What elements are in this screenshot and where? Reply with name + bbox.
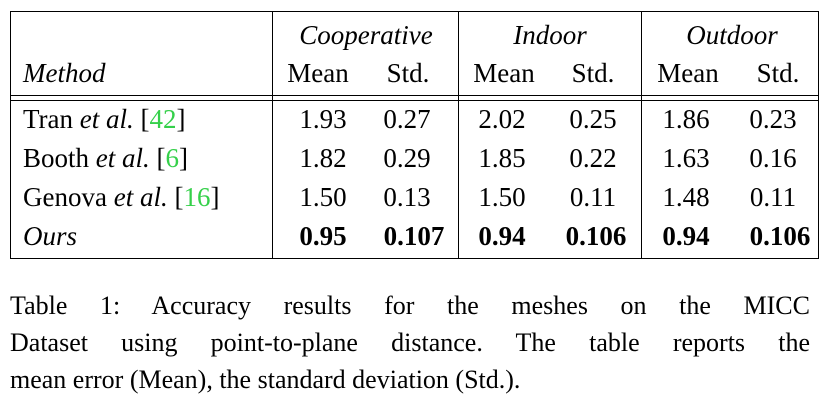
value-cell-best: 0.94 <box>478 221 526 251</box>
citation-number[interactable]: 6 <box>165 143 180 173</box>
value-cell: 1.63 <box>662 143 710 173</box>
value-cell: 0.27 <box>383 104 431 134</box>
col-separator-2 <box>458 12 459 258</box>
citation-number[interactable]: 16 <box>183 182 211 212</box>
value-cell: 1.50 <box>478 182 526 212</box>
header-rule-bottom <box>11 100 818 101</box>
value-cell: 1.85 <box>478 143 526 173</box>
method-cell-tran: Tran et al. [42] <box>23 103 186 135</box>
method-cell-ours: Ours <box>23 221 78 251</box>
group-header-outdoor: Outdoor <box>686 20 778 50</box>
value-cell: 0.22 <box>569 143 617 173</box>
value-cell: 0.11 <box>749 182 797 212</box>
group-header-cooperative: Cooperative <box>299 20 433 50</box>
value-cell-best: 0.95 <box>299 221 347 251</box>
et-al: et al. <box>113 182 168 212</box>
caption-line: Table 1: Accuracy results for the meshes… <box>10 291 810 320</box>
caption-line: Dataset using point-to-plane distance. T… <box>10 328 810 357</box>
value-cell: 0.11 <box>569 182 617 212</box>
citation-number[interactable]: 42 <box>149 104 177 134</box>
subheader-std: Std. <box>386 58 430 88</box>
value-cell: 0.16 <box>749 143 797 173</box>
value-cell: 0.29 <box>383 143 431 173</box>
value-cell: 0.25 <box>569 104 617 134</box>
value-cell: 2.02 <box>478 104 526 134</box>
value-cell: 1.93 <box>299 104 347 134</box>
value-cell: 1.48 <box>662 182 710 212</box>
citation[interactable]: [42] <box>140 104 186 134</box>
citation[interactable]: [16] <box>174 182 220 212</box>
col-separator-3 <box>641 12 642 258</box>
results-table: Cooperative Indoor Outdoor Method Mean S… <box>10 11 819 259</box>
author-name: Tran <box>23 104 74 134</box>
value-cell-best: 0.106 <box>749 221 811 251</box>
value-cell: 1.86 <box>662 104 710 134</box>
header-rule-top <box>11 95 818 96</box>
method-cell-genova: Genova et al. [16] <box>23 181 219 213</box>
subheader-std: Std. <box>571 58 615 88</box>
caption-line: mean error (Mean), the standard deviatio… <box>10 365 521 394</box>
et-al: et al. <box>79 104 134 134</box>
value-cell: 1.82 <box>299 143 347 173</box>
value-cell: 0.13 <box>383 182 431 212</box>
subheader-std: Std. <box>756 58 800 88</box>
value-cell: 0.23 <box>749 104 797 134</box>
author-name: Booth <box>23 143 90 173</box>
citation[interactable]: [6] <box>156 143 189 173</box>
table-caption: Table 1: Accuracy results for the meshes… <box>10 287 810 398</box>
value-cell-best: 0.106 <box>565 221 627 251</box>
method-header: Method <box>23 58 106 88</box>
value-cell-best: 0.94 <box>662 221 710 251</box>
col-separator-1 <box>272 12 273 258</box>
author-name: Genova <box>23 182 107 212</box>
subheader-mean: Mean <box>287 58 349 88</box>
value-cell-best: 0.107 <box>383 221 445 251</box>
group-header-indoor: Indoor <box>513 20 587 50</box>
value-cell: 1.50 <box>299 182 347 212</box>
subheader-mean: Mean <box>473 58 535 88</box>
et-al: et al. <box>95 143 150 173</box>
method-cell-booth: Booth et al. [6] <box>23 142 188 174</box>
subheader-mean: Mean <box>657 58 719 88</box>
